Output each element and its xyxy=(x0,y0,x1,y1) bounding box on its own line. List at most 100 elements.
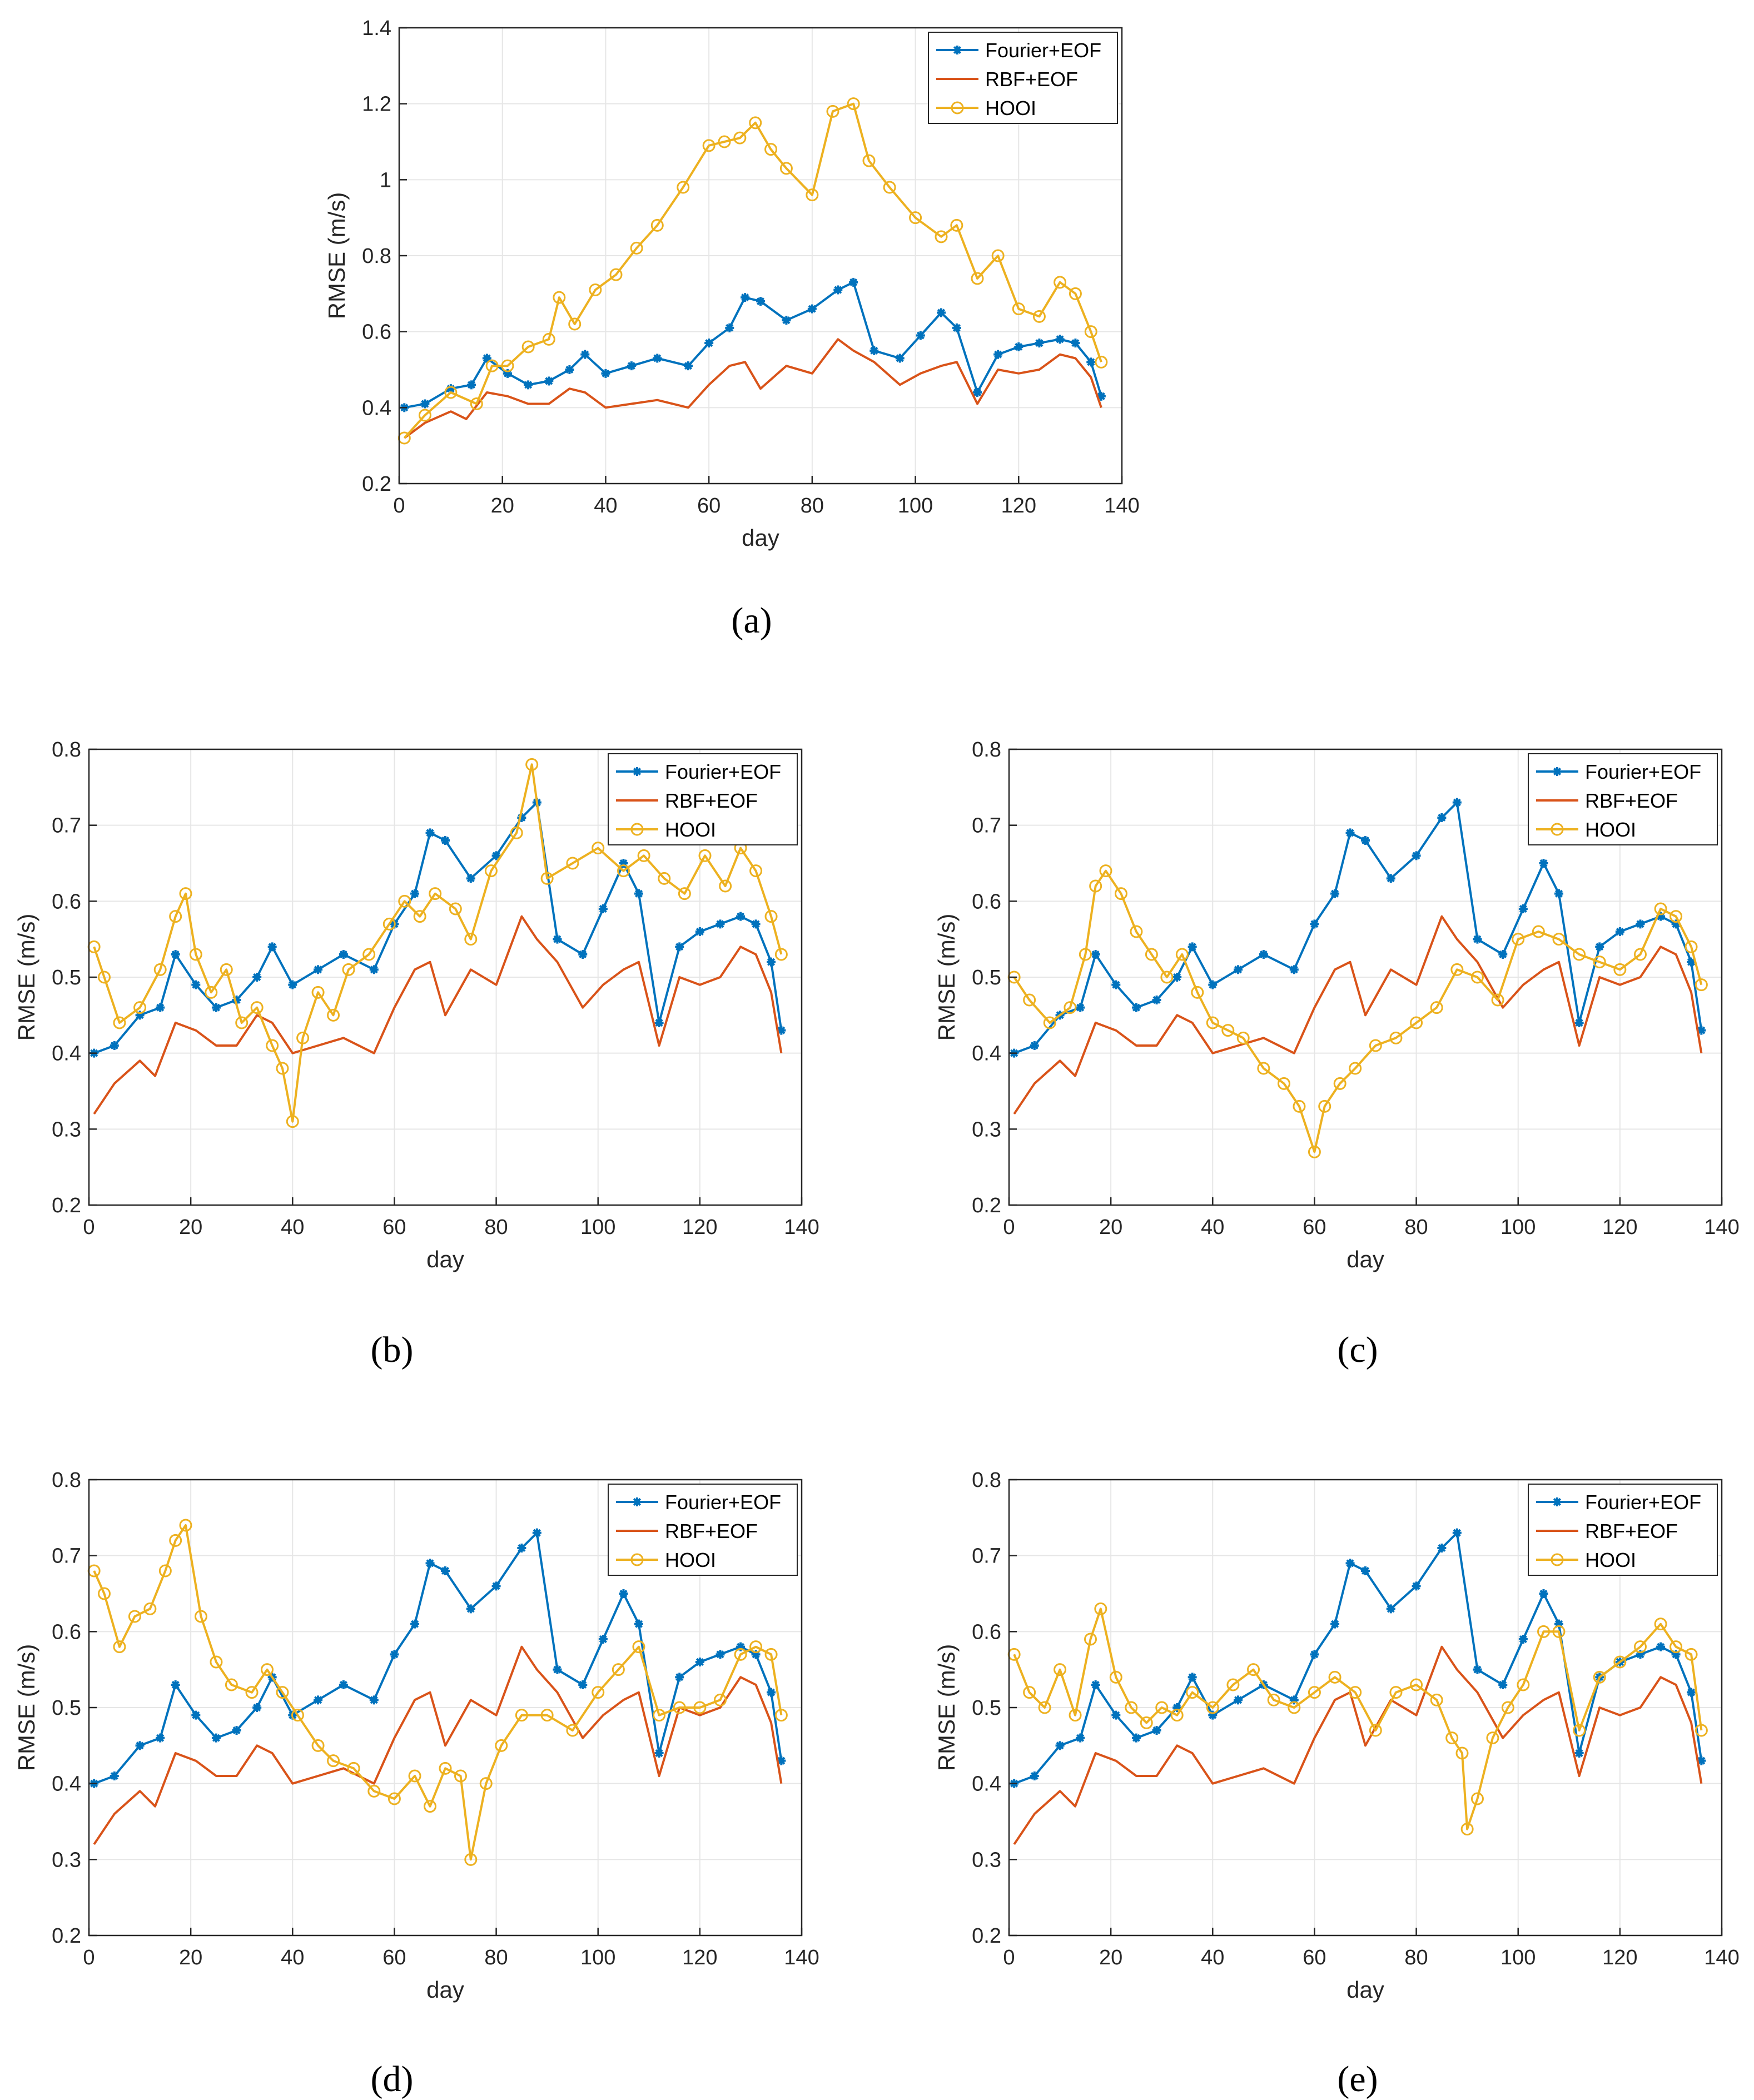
y-tick-label: 0.7 xyxy=(52,814,81,838)
x-axis-label: day xyxy=(426,1977,464,2003)
data-point xyxy=(909,211,922,225)
data-point xyxy=(1595,942,1604,952)
data-point xyxy=(1310,919,1319,929)
x-tick-label: 20 xyxy=(179,1946,202,1969)
data-point xyxy=(1412,851,1421,860)
data-point xyxy=(1094,1602,1107,1615)
data-point xyxy=(937,308,946,317)
data-point xyxy=(849,277,858,287)
data-point xyxy=(1125,1701,1138,1714)
data-point xyxy=(749,1640,763,1654)
x-tick-label: 0 xyxy=(1003,1216,1015,1239)
data-point xyxy=(1071,339,1080,348)
y-tick-label: 0.5 xyxy=(52,1696,81,1720)
data-point xyxy=(276,1062,289,1075)
data-point xyxy=(1593,956,1606,969)
data-point xyxy=(589,283,602,296)
data-point xyxy=(410,1619,420,1629)
data-point xyxy=(1170,1709,1184,1722)
y-axis-label: RMSE (m/s) xyxy=(324,192,350,320)
data-point xyxy=(1697,1026,1706,1035)
series-group xyxy=(397,97,1108,445)
data-point xyxy=(1308,1686,1321,1699)
y-tick-label: 0.6 xyxy=(362,321,391,344)
data-point xyxy=(1234,965,1243,974)
y-tick-label: 0.7 xyxy=(972,1545,1001,1568)
data-point xyxy=(158,1564,172,1578)
data-point xyxy=(1130,925,1143,938)
data-point xyxy=(540,1709,554,1722)
data-point xyxy=(675,942,684,952)
series-line-rbf-eof xyxy=(1013,915,1703,1115)
data-point xyxy=(1671,919,1681,929)
x-tick-label: 60 xyxy=(382,1946,406,1969)
y-tick-label: 0.2 xyxy=(52,1924,81,1948)
data-point xyxy=(515,1709,528,1722)
y-tick-label: 0.6 xyxy=(52,890,81,913)
data-point xyxy=(1470,1792,1484,1805)
data-point xyxy=(191,980,201,989)
data-point xyxy=(1539,1589,1548,1598)
data-point xyxy=(673,1701,686,1714)
y-tick-label: 0.3 xyxy=(972,1118,1001,1141)
data-point xyxy=(1328,1670,1341,1684)
chart-d: 0 20 40 60 80 100 120 140 0.2 0.3 0.4 0.5 0.6 0.7 0.8 d… xyxy=(13,1469,819,2003)
data-point xyxy=(566,857,579,870)
data-point xyxy=(1234,1695,1243,1705)
legend: Fourier+EOF RBF+EOF HOOI xyxy=(1528,1484,1718,1576)
x-axis-label: day xyxy=(426,1246,464,1272)
data-point xyxy=(296,1031,310,1044)
data-point xyxy=(267,942,277,952)
x-axis-label: day xyxy=(742,525,779,551)
x-tick-label: 100 xyxy=(1500,1216,1536,1239)
data-point xyxy=(408,1769,421,1783)
data-point xyxy=(1573,1724,1586,1737)
data-point xyxy=(482,354,491,363)
data-point xyxy=(1259,950,1268,959)
data-point xyxy=(1361,1566,1370,1575)
data-point xyxy=(135,1011,145,1020)
x-tick-label: 40 xyxy=(1201,1946,1224,1969)
data-point xyxy=(1369,1039,1382,1052)
data-point xyxy=(1330,889,1340,898)
y-tick-label: 1.2 xyxy=(362,93,391,116)
data-point xyxy=(1554,1619,1563,1629)
data-point xyxy=(1221,1024,1235,1037)
data-point xyxy=(1069,1709,1082,1722)
y-tick-label: 0.2 xyxy=(972,1924,1001,1948)
data-point xyxy=(194,1610,207,1623)
data-point xyxy=(1517,1678,1530,1691)
y-tick-label: 0.8 xyxy=(362,245,391,268)
series-line-hooi xyxy=(1013,869,1703,1153)
data-point xyxy=(1486,1731,1499,1745)
data-point xyxy=(1412,1581,1421,1591)
legend-label: RBF+EOF xyxy=(665,1520,758,1542)
data-point xyxy=(1152,996,1161,1004)
series-group xyxy=(1007,1528,1708,1845)
data-point xyxy=(542,332,555,346)
data-point xyxy=(245,1686,259,1699)
data-point xyxy=(767,1688,776,1697)
data-point xyxy=(485,359,499,372)
legend-marker xyxy=(953,46,962,54)
data-point xyxy=(510,826,523,839)
data-point xyxy=(441,1566,450,1575)
legend-label: HOOI xyxy=(985,97,1036,120)
data-point xyxy=(1473,1665,1482,1674)
data-point xyxy=(110,1771,119,1780)
data-point xyxy=(425,1559,435,1568)
legend-marker xyxy=(1551,823,1564,836)
data-point xyxy=(1518,904,1528,913)
y-tick-label: 0.5 xyxy=(972,1696,1001,1720)
data-point xyxy=(1613,1655,1627,1669)
data-point xyxy=(952,323,961,332)
data-point xyxy=(171,950,180,959)
data-point xyxy=(619,859,628,868)
data-point xyxy=(470,397,483,410)
data-point xyxy=(869,346,879,355)
data-point xyxy=(950,218,963,232)
data-point xyxy=(578,1680,588,1689)
data-point xyxy=(133,1001,147,1014)
data-point xyxy=(1186,1686,1199,1699)
